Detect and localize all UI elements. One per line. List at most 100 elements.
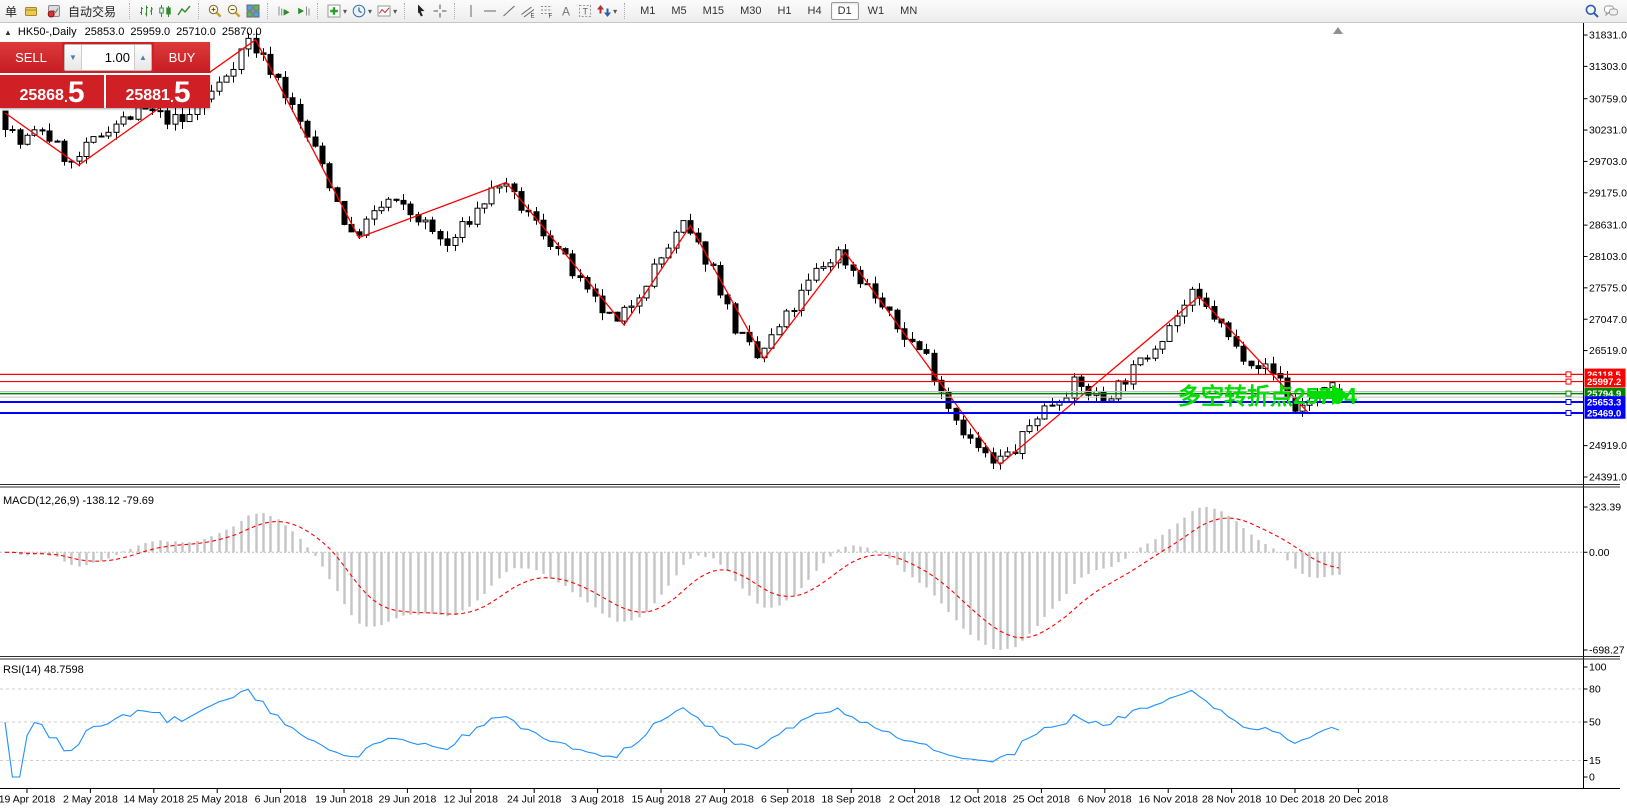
price-line-handle[interactable] (1565, 371, 1572, 378)
arrows-icon[interactable] (595, 3, 612, 20)
buy-button[interactable]: BUY (154, 42, 210, 73)
timeframe-button-M15[interactable]: M15 (702, 5, 725, 17)
line-chart-icon[interactable] (175, 3, 192, 20)
new-order-button[interactable]: 单 (5, 4, 18, 19)
candle (894, 309, 901, 330)
chart-window: 26118.5 25997.2 25794.9 25653.3 25469.0 多空转折点… (0, 23, 1627, 810)
zigzag-line[interactable] (4, 38, 1310, 466)
zoom-out-icon[interactable] (225, 3, 242, 20)
date-label: 14 May 2018 (123, 794, 184, 806)
macd-signal-line (5, 517, 1340, 639)
candle (120, 116, 127, 125)
search-icon[interactable] (1583, 3, 1600, 20)
price-line-handle[interactable] (1565, 390, 1572, 397)
candle (39, 129, 46, 132)
chat-icon[interactable] (1602, 3, 1619, 20)
periods-icon[interactable] (350, 3, 367, 20)
timeframe-button-H4[interactable]: H4 (807, 5, 822, 17)
buy-price[interactable]: 25881 . 5 (104, 75, 210, 108)
bar-chart-icon[interactable] (137, 3, 154, 20)
candlestick-chart-icon[interactable] (156, 3, 173, 20)
rsi-label: RSI(14) 48.7598 (3, 664, 84, 676)
annotation-arrow-head[interactable] (1332, 385, 1350, 405)
indicators-icon[interactable] (325, 3, 342, 20)
chart-canvas[interactable]: 26118.525997.225794.925653.325469.0多空转折点… (0, 23, 1627, 810)
cursor-icon[interactable] (412, 3, 429, 20)
candle (1270, 363, 1277, 374)
candle (61, 140, 68, 162)
equidistant-channel-icon[interactable]: E (519, 3, 536, 20)
candle (98, 135, 105, 138)
arrows-dropdown-caret[interactable]: ▾ (613, 6, 618, 16)
annotation-arrow[interactable] (1310, 391, 1332, 399)
candle (289, 97, 296, 105)
date-label: 20 Dec 2018 (1329, 794, 1389, 806)
timeframe-button-H1[interactable]: H1 (777, 5, 792, 17)
timeframe-button-M1[interactable]: M1 (640, 5, 656, 17)
price-line-handle[interactable] (1565, 409, 1572, 416)
sell-button[interactable]: SELL (0, 42, 62, 73)
auto-scroll-icon[interactable] (275, 3, 292, 20)
one-click-trading-panel: SELL ▼ ▲ BUY 25868 . 5 25881 . 5 (0, 42, 210, 108)
timeframe-button-M5[interactable]: M5 (671, 5, 687, 17)
autotrading-icon (45, 3, 62, 20)
horizontal-line-icon[interactable] (481, 3, 498, 20)
candle (378, 206, 385, 212)
templates-icon[interactable] (375, 3, 392, 20)
symbol-period-label: HK50-,Daily (17, 26, 77, 38)
timeframe-button-D1[interactable]: D1 (830, 2, 859, 20)
chart-shift-icon[interactable] (294, 3, 311, 20)
vertical-line-icon[interactable] (462, 3, 479, 20)
candle (1034, 418, 1041, 427)
candle (776, 326, 783, 336)
axis-label: 50 (1589, 717, 1601, 729)
candle (17, 129, 24, 145)
indicators-dropdown-caret[interactable]: ▾ (343, 6, 348, 16)
axis-label: 80 (1589, 684, 1601, 696)
price-line-tag (1584, 375, 1626, 388)
candle (223, 75, 230, 83)
axis-label: 28631.0 (1589, 220, 1627, 232)
volume-up-button[interactable]: ▲ (134, 45, 151, 70)
gold-package-icon[interactable] (22, 3, 39, 20)
price-line-tag-label: 25653.3 (1587, 398, 1621, 409)
candle (835, 249, 842, 264)
timeframe-button-W1[interactable]: W1 (867, 5, 885, 17)
candle (1277, 372, 1284, 379)
fibonacci-icon[interactable]: F (538, 3, 555, 20)
templates-dropdown-caret[interactable]: ▾ (393, 6, 398, 16)
crosshair-icon[interactable] (431, 3, 448, 20)
autotrading-label: 自动交易 (68, 4, 117, 19)
text-icon[interactable]: A (557, 3, 574, 20)
periods-dropdown-caret[interactable]: ▾ (368, 6, 373, 16)
date-label: 10 Dec 2018 (1265, 794, 1325, 806)
timeframe-button-M30[interactable]: M30 (740, 5, 762, 17)
autotrading-button[interactable]: 自动交易 (41, 2, 123, 21)
collapse-icon[interactable]: ▲ (4, 27, 12, 37)
price-line-handle[interactable] (1565, 399, 1572, 406)
svg-text:E: E (530, 14, 534, 20)
toolbar-separator (454, 3, 456, 19)
candle (341, 200, 348, 225)
price-line-handle[interactable] (1565, 378, 1572, 385)
axis-label: 31303.0 (1589, 61, 1627, 73)
axis-label: 27047.0 (1589, 314, 1627, 326)
date-label: 6 Nov 2018 (1078, 794, 1132, 806)
tile-windows-icon[interactable] (244, 3, 261, 20)
axis-label: 30231.0 (1589, 125, 1627, 137)
sell-price[interactable]: 25868 . 5 (0, 75, 104, 108)
zoom-in-icon[interactable] (206, 3, 223, 20)
price-line-tag (1584, 407, 1626, 419)
svg-text:T: T (582, 7, 588, 17)
text-label-icon[interactable]: T (576, 3, 593, 20)
candle (1137, 357, 1144, 366)
volume-down-button[interactable]: ▼ (65, 45, 82, 70)
candle (1004, 451, 1011, 457)
axis-label: 100 (1589, 662, 1607, 674)
timeframe-button-MN[interactable]: MN (900, 5, 918, 17)
candle (24, 134, 31, 145)
candle (172, 114, 179, 125)
trendline-icon[interactable] (500, 3, 517, 20)
candle (319, 145, 326, 165)
volume-input[interactable] (82, 45, 134, 70)
